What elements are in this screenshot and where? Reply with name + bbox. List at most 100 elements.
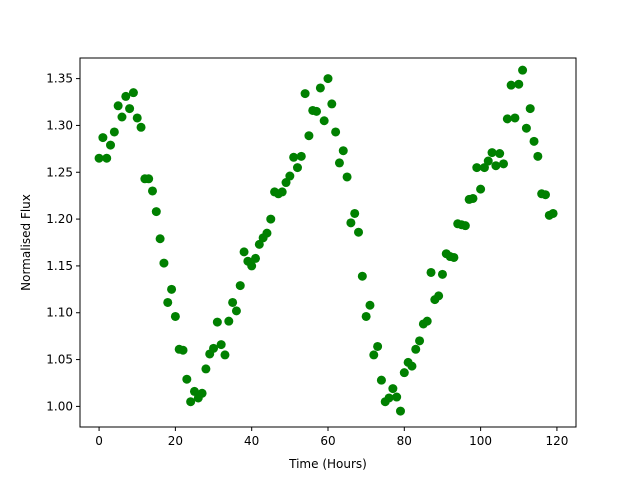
data-point (201, 364, 211, 374)
data-point (338, 146, 348, 156)
data-point (334, 158, 344, 168)
data-point (495, 149, 505, 159)
data-point (125, 104, 135, 114)
data-point (468, 193, 478, 203)
data-point (144, 174, 154, 184)
y-tick-label: 1.00 (46, 399, 73, 413)
x-tick-label: 0 (95, 434, 103, 448)
data-point (426, 267, 436, 277)
data-point (121, 91, 131, 101)
data-point (159, 258, 169, 268)
data-point (533, 151, 543, 161)
data-point (449, 252, 459, 262)
data-point (361, 311, 371, 321)
data-point (315, 83, 325, 93)
data-point (499, 159, 509, 169)
data-point (319, 116, 329, 126)
data-point (106, 140, 116, 150)
data-point (289, 152, 299, 162)
data-point (548, 208, 558, 218)
data-point (369, 350, 379, 360)
data-point (197, 388, 207, 398)
data-point (331, 127, 341, 137)
data-point (155, 234, 165, 244)
y-axis-label: Normalised Flux (19, 194, 33, 291)
y-tick-label: 1.35 (46, 72, 73, 86)
data-point (342, 172, 352, 182)
data-point (220, 350, 230, 360)
data-point (170, 311, 180, 321)
data-point (304, 131, 314, 141)
data-point (487, 148, 497, 158)
data-point (483, 156, 493, 166)
data-point (296, 151, 306, 161)
data-point (109, 127, 119, 137)
x-tick-label: 120 (545, 434, 568, 448)
x-tick-label: 20 (168, 434, 183, 448)
y-tick-label: 1.05 (46, 353, 73, 367)
data-point (147, 186, 157, 196)
data-point (350, 208, 360, 218)
data-point (167, 284, 177, 294)
data-point (178, 345, 188, 355)
data-point (365, 300, 375, 310)
y-tick-label: 1.30 (46, 118, 73, 132)
data-point (151, 207, 161, 217)
data-point (239, 247, 249, 257)
data-points (94, 65, 558, 416)
data-point (128, 88, 138, 98)
data-point (422, 316, 432, 326)
data-point (281, 178, 291, 188)
y-tick-label: 1.10 (46, 306, 73, 320)
data-point (132, 113, 142, 123)
data-point (521, 123, 531, 133)
data-point (437, 269, 447, 279)
data-point (235, 281, 245, 291)
data-point (346, 218, 356, 228)
data-point (373, 341, 383, 351)
data-point (434, 291, 444, 301)
x-tick-label: 40 (244, 434, 259, 448)
data-point (292, 163, 302, 173)
data-point (285, 171, 295, 181)
data-point (388, 384, 398, 394)
data-point (163, 297, 173, 307)
data-point (514, 79, 524, 89)
data-point (506, 80, 516, 90)
data-point (277, 187, 287, 197)
data-point (262, 228, 272, 238)
data-point (117, 112, 127, 122)
data-point (224, 316, 234, 326)
data-point (323, 74, 333, 84)
x-tick-label: 60 (320, 434, 335, 448)
data-point (327, 99, 337, 109)
data-point (407, 361, 417, 371)
data-point (251, 253, 261, 263)
x-axis-ticks: 0 20 40 60 80 100 120 (95, 427, 568, 448)
data-point (182, 374, 192, 384)
x-tick-label: 80 (397, 434, 412, 448)
data-point (113, 101, 123, 111)
data-point (518, 65, 528, 75)
data-point (228, 297, 238, 307)
data-point (392, 392, 402, 402)
data-point (540, 190, 550, 200)
y-axis-ticks: 1.00 1.05 1.10 1.15 1.20 1.25 1.30 1.35 (46, 72, 80, 413)
data-point (411, 344, 421, 354)
data-point (376, 375, 386, 385)
data-point (395, 406, 405, 416)
data-point (357, 271, 367, 281)
data-point (384, 393, 394, 403)
data-point (491, 161, 501, 171)
data-point (312, 106, 322, 116)
data-point (209, 343, 219, 353)
data-point (216, 340, 226, 350)
y-tick-label: 1.15 (46, 259, 73, 273)
data-point (525, 104, 535, 114)
data-point (247, 261, 257, 271)
data-point (476, 184, 486, 194)
data-point (102, 153, 112, 163)
data-point (460, 221, 470, 231)
